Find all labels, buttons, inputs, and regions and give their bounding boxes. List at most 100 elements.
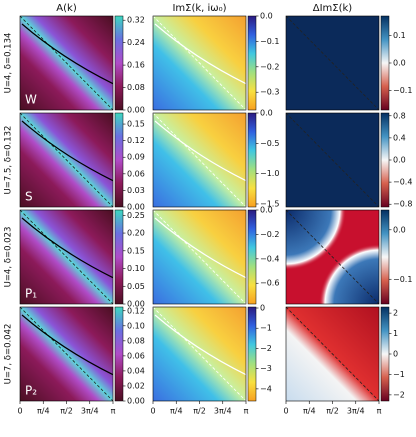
colorbar bbox=[114, 306, 124, 402]
nesting-line bbox=[153, 307, 246, 401]
fermi-surface bbox=[21, 23, 113, 85]
colorbar-tick-label: 0.15 bbox=[127, 246, 145, 255]
colorbar-tick-label: 0.04 bbox=[127, 366, 145, 375]
colorbar-tick-label: −2 bbox=[393, 390, 405, 399]
colorbar-tick-label: −0.2 bbox=[260, 62, 279, 71]
colorbar-tick-label: 0.12 bbox=[127, 136, 145, 145]
panel-frame bbox=[19, 15, 114, 111]
colorbar-tick-label: −4 bbox=[260, 384, 272, 393]
panel-label: P₂ bbox=[25, 384, 37, 398]
nesting-line bbox=[20, 16, 113, 110]
nesting-line bbox=[286, 210, 379, 304]
colorbar bbox=[380, 112, 390, 208]
x-tick-label: π/2 bbox=[193, 407, 206, 416]
panel bbox=[286, 16, 379, 110]
colorbar-tick-label: −2 bbox=[260, 344, 272, 353]
panel-title: ImΣ(k, iω₀) bbox=[172, 3, 226, 14]
panel bbox=[20, 210, 113, 304]
colorbar-tick-label: −0.2 bbox=[260, 230, 279, 239]
colorbar-tick-label: −0.4 bbox=[393, 178, 412, 187]
panel bbox=[20, 113, 113, 207]
colorbar-tick-label: 0.1 bbox=[393, 31, 406, 40]
colorbar-tick-label: 0.00 bbox=[127, 397, 145, 406]
colorbar-tick-label: −1 bbox=[393, 370, 405, 379]
fermi-surface bbox=[21, 120, 113, 182]
colorbar-tick-label: −0.8 bbox=[393, 200, 412, 209]
x-tick-label: 3π/4 bbox=[81, 407, 99, 416]
x-tick-label: 0 bbox=[17, 407, 22, 416]
panel-frame bbox=[19, 112, 114, 208]
colorbar-tick-label: 0.20 bbox=[127, 229, 145, 238]
panel-frame bbox=[285, 112, 380, 208]
colorbar-tick-label: −0.5 bbox=[260, 139, 279, 148]
panel bbox=[153, 210, 246, 304]
panel-frame bbox=[152, 15, 247, 111]
colorbar-tick-label: 0.0 bbox=[393, 225, 406, 234]
colorbar-tick-label: 0.8 bbox=[393, 111, 406, 120]
fermi-surface bbox=[154, 314, 246, 376]
x-tick-label: π/4 bbox=[170, 407, 183, 416]
nesting-line bbox=[286, 307, 379, 401]
nesting-line bbox=[153, 113, 246, 207]
colorbar-tick-label: 0.12 bbox=[127, 306, 145, 315]
colorbar-tick-label: −0.6 bbox=[260, 279, 279, 288]
colorbar-tick-label: 0 bbox=[393, 350, 398, 359]
panel bbox=[153, 16, 246, 110]
colorbar-tick-label: 0.0 bbox=[260, 206, 273, 215]
colorbar-tick-label: 0.24 bbox=[127, 38, 145, 47]
colorbar-tick-label: 0.09 bbox=[127, 153, 145, 162]
fermi-surface bbox=[154, 23, 246, 85]
panel bbox=[153, 307, 246, 401]
panel-label: P₁ bbox=[25, 287, 37, 301]
panel bbox=[286, 113, 379, 207]
panel-frame bbox=[19, 209, 114, 305]
colorbar-tick-label: 1 bbox=[393, 329, 398, 338]
colorbar-tick-label: 0.08 bbox=[127, 83, 145, 92]
colorbar-tick-label: −1.5 bbox=[260, 199, 279, 208]
x-tick-label: π/4 bbox=[37, 407, 50, 416]
nesting-line bbox=[153, 16, 246, 110]
nesting-line bbox=[20, 307, 113, 401]
colorbar-tick-label: 0 bbox=[260, 304, 265, 313]
colorbar-tick-label: −0.1 bbox=[260, 37, 279, 46]
panel bbox=[153, 113, 246, 207]
panel bbox=[20, 307, 113, 401]
panel-title: A(k) bbox=[56, 3, 77, 14]
x-tick-label: 0 bbox=[283, 407, 288, 416]
row-label: U=7.5, δ=0.132 bbox=[4, 126, 14, 195]
x-tick-label: π/4 bbox=[303, 407, 316, 416]
x-tick-label: π bbox=[244, 407, 249, 416]
colorbar-tick-label: 0.06 bbox=[127, 351, 145, 360]
x-tick-label: π bbox=[377, 407, 382, 416]
nesting-line bbox=[153, 210, 246, 304]
colorbar-tick-label: −1.0 bbox=[260, 169, 279, 178]
colorbar-tick-label: 0.32 bbox=[127, 16, 145, 25]
row-label: U=4, δ=0.023 bbox=[4, 227, 14, 288]
colorbar bbox=[247, 209, 257, 305]
x-tick-label: 3π/4 bbox=[347, 407, 365, 416]
colorbar bbox=[247, 306, 257, 402]
x-tick-label: π/2 bbox=[60, 407, 73, 416]
colorbar-tick-label: 0.08 bbox=[127, 336, 145, 345]
row-label: U=4, δ=0.134 bbox=[4, 33, 14, 94]
colorbar-tick-label: 2 bbox=[393, 309, 398, 318]
panel bbox=[286, 307, 379, 401]
colorbar-tick-label: 0.0 bbox=[393, 156, 406, 165]
nesting-line bbox=[286, 16, 379, 110]
colorbar-tick-label: 0.00 bbox=[127, 203, 145, 212]
colorbar bbox=[114, 209, 124, 305]
panel-label: S bbox=[25, 190, 33, 204]
x-tick-label: π bbox=[111, 407, 116, 416]
fermi-surface bbox=[154, 120, 246, 182]
panel-frame bbox=[152, 209, 247, 305]
colorbar-tick-label: −0.1 bbox=[393, 275, 412, 284]
colorbar bbox=[114, 112, 124, 208]
nesting-line bbox=[286, 113, 379, 207]
fermi-surface bbox=[154, 217, 246, 279]
colorbar-tick-label: 0.03 bbox=[127, 186, 145, 195]
nesting-line bbox=[20, 210, 113, 304]
fermi-surface bbox=[21, 217, 113, 279]
nesting-line bbox=[20, 113, 113, 207]
colorbar-tick-label: 0.00 bbox=[127, 106, 145, 115]
